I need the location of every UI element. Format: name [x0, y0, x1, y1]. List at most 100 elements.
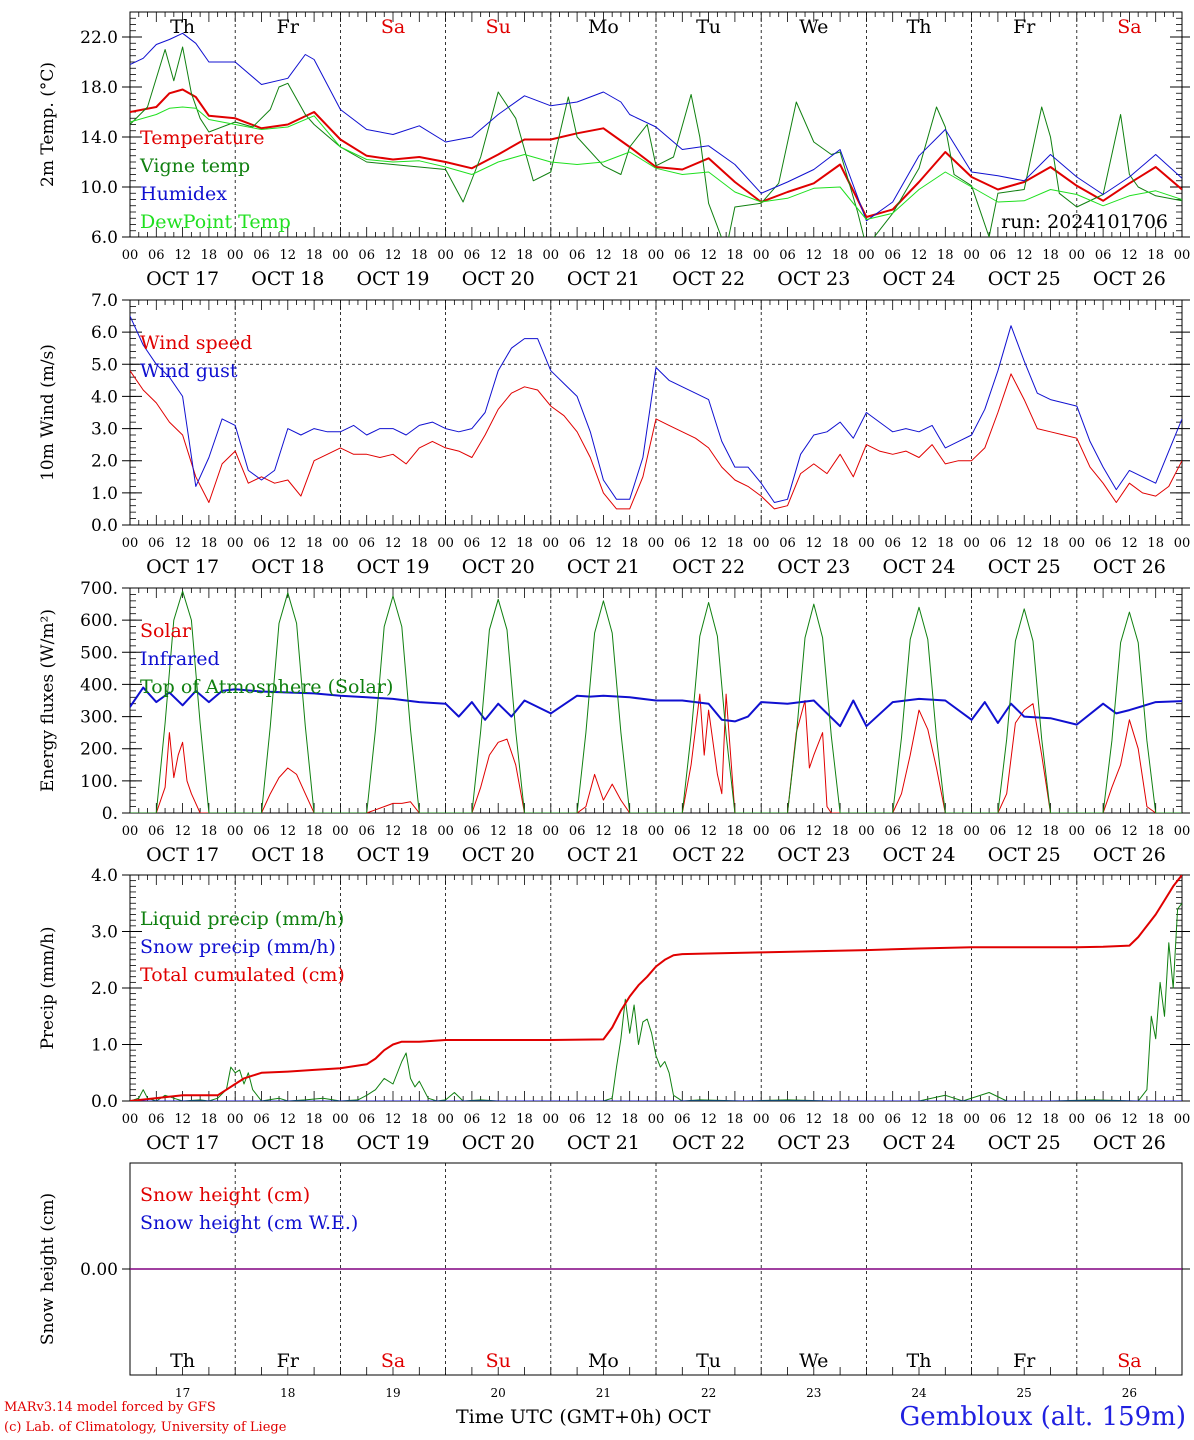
x-axis-label: Time UTC (GMT+0h) OCT [456, 1406, 711, 1428]
y-tick-label: 4.0 [91, 866, 118, 886]
x-date-label: OCT 22 [672, 556, 745, 578]
x-date-label: OCT 17 [146, 268, 219, 290]
x-hour-label: 12 [385, 536, 402, 551]
x-date-label: OCT 26 [1093, 556, 1166, 578]
x-date-label: OCT 24 [882, 268, 955, 290]
x-hour-label: 00 [753, 536, 770, 551]
y-tick-label: 0.00 [80, 1260, 118, 1280]
series-line-solar [130, 693, 1182, 813]
x-date-label: OCT 22 [672, 844, 745, 866]
day-abbr-label: Th [170, 1350, 195, 1372]
x-hour-label: 00 [543, 536, 560, 551]
x-hour-label: 18 [1042, 824, 1059, 839]
x-hour-label: 18 [832, 1112, 849, 1127]
x-date-label: OCT 18 [251, 1132, 324, 1154]
x-date-label: OCT 24 [882, 556, 955, 578]
x-hour-label: 18 [1042, 248, 1059, 263]
x-hour-label: 18 [411, 248, 428, 263]
y-tick-label: 6.0 [91, 323, 118, 343]
y-tick-label: 4.0 [91, 387, 118, 407]
x-hour-label: 18 [937, 248, 954, 263]
x-hour-label: 00 [648, 248, 665, 263]
x-hour-label: 06 [464, 248, 481, 263]
legend-entry: Snow height (cm) [140, 1184, 310, 1206]
x-date-label: OCT 19 [356, 1132, 429, 1154]
x-date-label: OCT 23 [777, 556, 850, 578]
x-hour-label: 18 [621, 1112, 638, 1127]
x-hour-label: 18 [516, 248, 533, 263]
y-axis-label: 10m Wind (m/s) [38, 344, 58, 481]
day-abbr-label: Th [907, 16, 932, 38]
legend-entry: Temperature [140, 127, 264, 149]
day-abbr-label: Tu [696, 16, 721, 38]
x-hour-label: 00 [648, 824, 665, 839]
x-hour-label: 06 [569, 536, 586, 551]
y-axis-label: Energy fluxes (W/m²) [38, 609, 58, 792]
day-abbr-label: Sa [1117, 1350, 1141, 1372]
x-hour-label: 00 [437, 536, 454, 551]
x-hour-label: 12 [490, 824, 507, 839]
day-abbr-label: Th [907, 1350, 932, 1372]
day-abbr-label: Fr [1013, 16, 1036, 38]
x-hour-label: 00 [437, 248, 454, 263]
series-line-top-of-atmosphere-solar- [130, 590, 1182, 813]
x-hour-label: 18 [1147, 824, 1164, 839]
x-daynum-label: 19 [385, 1386, 400, 1400]
x-hour-label: 00 [753, 1112, 770, 1127]
legend-entry: Snow height (cm W.E.) [140, 1212, 358, 1234]
y-tick-label: 600. [80, 611, 118, 631]
y-tick-label: 7.0 [91, 291, 118, 311]
x-hour-label: 12 [1016, 824, 1033, 839]
series-line-liquid-precip-mm-h- [130, 902, 1182, 1101]
x-date-label: OCT 19 [356, 556, 429, 578]
x-hour-label: 06 [464, 1112, 481, 1127]
x-hour-label: 12 [911, 248, 928, 263]
x-date-label: OCT 23 [777, 844, 850, 866]
x-date-label: OCT 21 [567, 556, 640, 578]
x-hour-label: 18 [306, 536, 323, 551]
x-hour-label: 00 [437, 824, 454, 839]
station-title: Gembloux (alt. 159m) [899, 1402, 1186, 1432]
x-daynum-label: 17 [175, 1386, 190, 1400]
x-hour-label: 00 [858, 536, 875, 551]
y-axis-label: Precip (mm/h) [38, 926, 58, 1049]
x-hour-label: 12 [806, 1112, 823, 1127]
series-line-humidex [130, 32, 1182, 222]
x-hour-label: 12 [806, 536, 823, 551]
x-hour-label: 06 [674, 248, 691, 263]
x-hour-label: 00 [1174, 536, 1191, 551]
x-hour-label: 06 [464, 536, 481, 551]
x-hour-label: 06 [674, 824, 691, 839]
x-hour-label: 18 [621, 536, 638, 551]
x-hour-label: 12 [806, 824, 823, 839]
x-date-label: OCT 23 [777, 268, 850, 290]
x-hour-label: 12 [595, 536, 612, 551]
legend-entry: Wind gust [140, 360, 238, 382]
x-hour-label: 06 [779, 248, 796, 263]
x-hour-label: 06 [779, 536, 796, 551]
x-hour-label: 18 [1042, 536, 1059, 551]
x-hour-label: 00 [648, 536, 665, 551]
y-tick-label: 100. [80, 772, 118, 792]
day-abbr-label: We [799, 16, 828, 38]
x-daynum-label: 24 [911, 1386, 927, 1400]
y-tick-label: 2.0 [91, 452, 118, 472]
x-hour-label: 06 [1095, 248, 1112, 263]
x-hour-label: 06 [569, 824, 586, 839]
x-hour-label: 00 [858, 1112, 875, 1127]
x-hour-label: 00 [227, 536, 244, 551]
day-abbr-label: Fr [1013, 1350, 1036, 1372]
x-hour-label: 18 [937, 824, 954, 839]
legend-entry: Solar [140, 620, 192, 642]
credit-line-1: MARv3.14 model forced by GFS [4, 1400, 216, 1415]
x-date-label: OCT 25 [988, 556, 1061, 578]
y-tick-label: 0.0 [91, 1092, 118, 1112]
x-hour-label: 00 [332, 248, 349, 263]
x-hour-label: 00 [963, 248, 980, 263]
x-hour-label: 18 [832, 536, 849, 551]
x-hour-label: 06 [779, 824, 796, 839]
y-tick-label: 0. [102, 804, 118, 824]
credit-line-2: (c) Lab. of Climatology, University of L… [4, 1420, 287, 1435]
x-hour-label: 18 [1042, 1112, 1059, 1127]
x-hour-label: 18 [1147, 248, 1164, 263]
